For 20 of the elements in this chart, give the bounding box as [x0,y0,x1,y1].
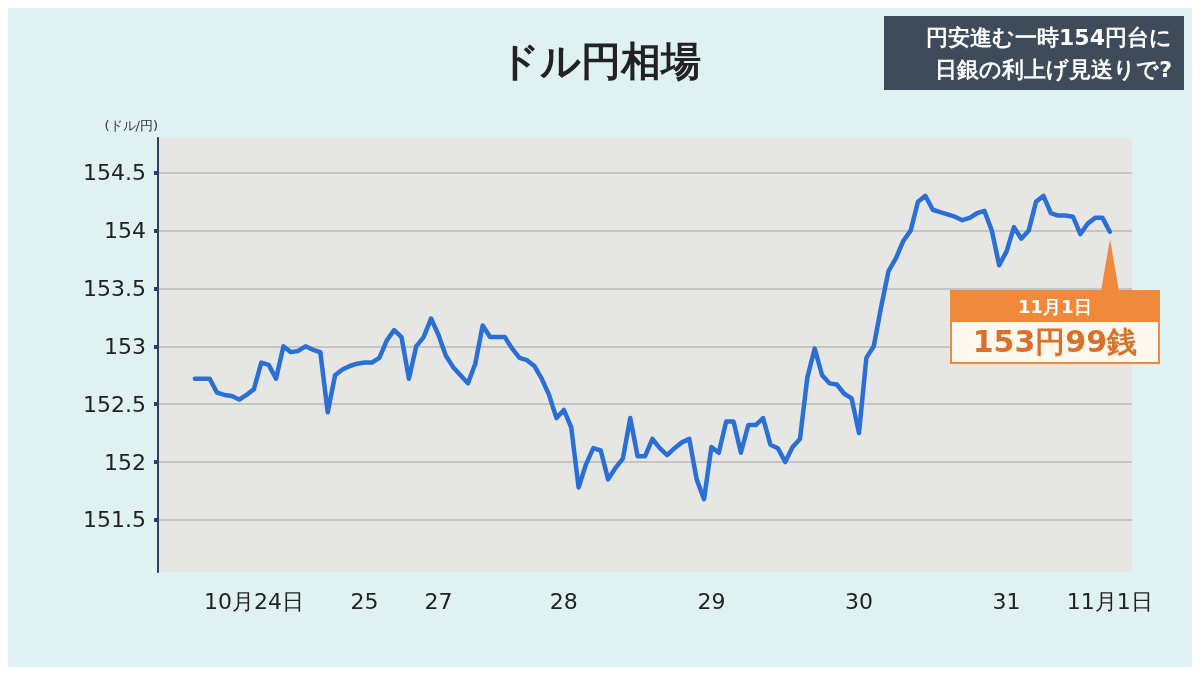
x-tick-label: 30 [844,588,873,614]
y-tick-label: 153.5 [83,275,146,301]
y-tick-label: 151.5 [83,507,146,533]
text: 日銀の利上げ見送りで? [935,56,1172,82]
x-tick-label: 29 [697,588,726,614]
x-tick-label: 11月1日 [1066,588,1153,614]
x-tick-label: 27 [424,588,453,614]
callout-box: 11月1日 153円99銭 [949,289,1160,364]
y-tick-label: 154.5 [83,160,146,186]
x-tick-label: 28 [549,588,578,614]
y-axis-title: (ドル/円) [104,118,158,133]
y-tick-label: 152.5 [83,391,146,417]
y-tick-label: 154 [104,218,146,244]
y-tick-label: 153 [104,333,146,359]
x-tick-label: 31 [992,588,1021,614]
x-tick-label: 25 [350,588,379,614]
chart-subtitle: 円安進む一時154円台に [926,24,1172,50]
x-tick-label: 10月24日 [203,588,304,614]
y-tick-label: 152 [104,449,146,475]
chart-title: ドル円相場 [499,38,701,84]
